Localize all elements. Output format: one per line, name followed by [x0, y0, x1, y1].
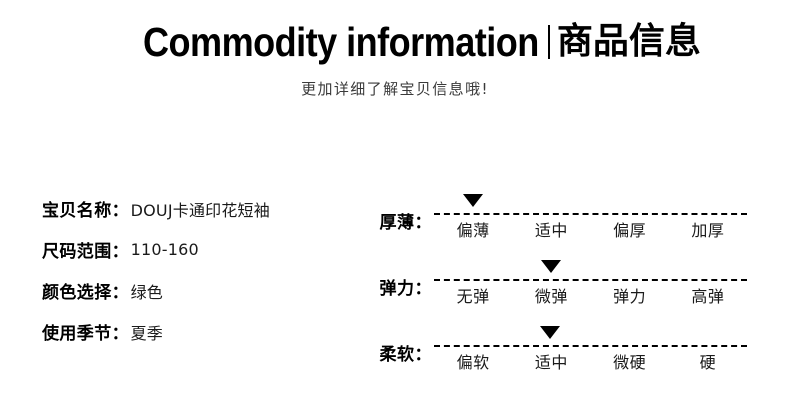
scale-label: 厚薄： [379, 213, 432, 233]
scale-marker-triangle-icon [463, 194, 484, 207]
spec-row-season: 使用季节 ： 夏季 [42, 311, 362, 352]
page-subtitle: 更加详细了解宝贝信息哦! [301, 80, 489, 98]
spec-colon: ： [111, 242, 129, 262]
scale-row-thickness: 厚薄： 偏薄 适中 偏厚 加厚 [362, 186, 762, 252]
scale-option[interactable]: 硬 [699, 353, 717, 372]
spec-value: DOUJ卡通印花短袖 [130, 200, 270, 220]
attribute-scale-list: 厚薄： 偏薄 适中 偏厚 加厚 弹力： 无弹 微弹 弹力 高弹 柔软： [362, 186, 762, 384]
spec-label: 使用季节 [42, 324, 112, 344]
page-header: Commodity information 商品信息 更加详细了解宝贝信息哦! [0, 18, 790, 99]
scale-dashed-line [434, 345, 747, 347]
scale-marker-triangle-icon [541, 260, 562, 273]
spec-colon: ： [111, 283, 129, 303]
scale-dashed-line [434, 213, 747, 215]
scale-marker-triangle-icon [539, 326, 560, 339]
product-spec-list: 宝贝名称 ： DOUJ卡通印花短袖 尺码范围 ： 110-160 颜色选择 ： … [42, 188, 362, 352]
title-separator-bar [547, 25, 550, 59]
scale-option[interactable]: 微弹 [534, 287, 568, 306]
scale-option[interactable]: 适中 [534, 221, 568, 240]
spec-value: 绿色 [130, 282, 164, 302]
spec-label: 颜色选择 [42, 283, 112, 303]
scale-option[interactable]: 高弹 [691, 287, 725, 306]
spec-row-size-range: 尺码范围 ： 110-160 [42, 229, 362, 270]
scale-label: 柔软： [379, 345, 432, 365]
scale-option[interactable]: 偏软 [456, 353, 490, 372]
spec-colon: ： [111, 201, 129, 221]
page-title: Commodity information 商品信息 [0, 18, 790, 66]
scale-option[interactable]: 弹力 [613, 287, 647, 306]
spec-label: 尺码范围 [42, 242, 112, 262]
scale-options: 偏薄 适中 偏厚 加厚 [434, 217, 747, 241]
page-title-english: Commodity information [143, 19, 539, 65]
scale-row-elasticity: 弹力： 无弹 微弹 弹力 高弹 [362, 252, 762, 318]
scale-options: 偏软 适中 微硬 硬 [434, 349, 747, 373]
scale-option[interactable]: 微硬 [613, 353, 647, 372]
scale-track: 无弹 微弹 弹力 高弹 [434, 252, 747, 318]
spec-label: 宝贝名称 [42, 201, 112, 221]
scale-dashed-line [434, 279, 747, 281]
scale-option[interactable]: 无弹 [456, 287, 490, 306]
scale-track: 偏薄 适中 偏厚 加厚 [434, 186, 747, 252]
scale-option[interactable]: 偏厚 [613, 221, 647, 240]
scale-row-softness: 柔软： 偏软 适中 微硬 硬 [362, 318, 762, 384]
scale-option[interactable]: 偏薄 [456, 221, 490, 240]
scale-label: 弹力： [379, 279, 432, 299]
scale-track: 偏软 适中 微硬 硬 [434, 318, 747, 384]
scale-options: 无弹 微弹 弹力 高弹 [434, 283, 747, 307]
scale-option[interactable]: 加厚 [691, 221, 725, 240]
spec-row-product-name: 宝贝名称 ： DOUJ卡通印花短袖 [42, 188, 362, 229]
spec-value: 110-160 [130, 240, 199, 259]
scale-option[interactable]: 适中 [534, 353, 568, 372]
spec-colon: ： [111, 324, 129, 344]
spec-value: 夏季 [130, 323, 164, 343]
spec-row-color: 颜色选择 ： 绿色 [42, 270, 362, 311]
page-title-chinese: 商品信息 [556, 21, 701, 62]
